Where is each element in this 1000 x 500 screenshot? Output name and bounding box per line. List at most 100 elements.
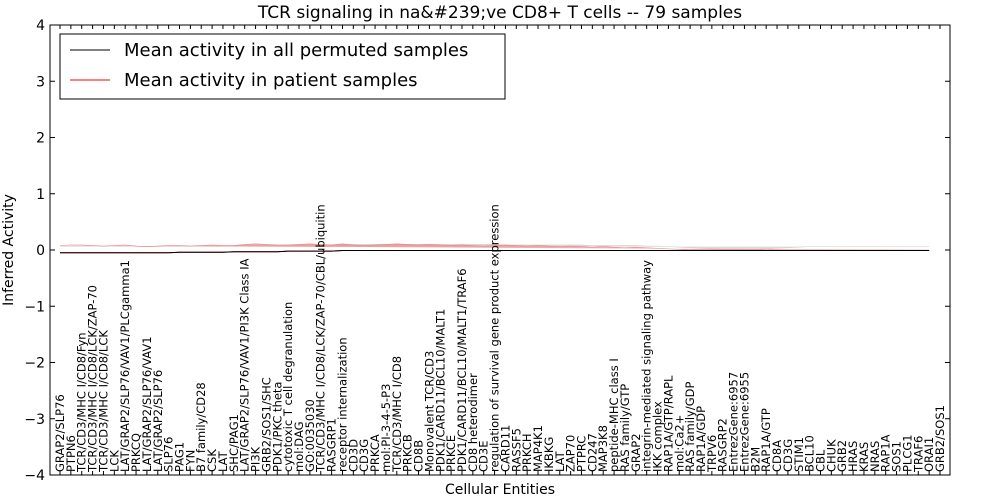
y-tick-label: −2 xyxy=(24,356,45,372)
entity-label: PRKCH xyxy=(520,433,534,472)
entity-label: PAG1 xyxy=(173,442,187,472)
chart-title: TCR signaling in na&#239;ve CD8+ T cells… xyxy=(257,3,742,23)
entity-label: CARD11 xyxy=(498,425,512,472)
entity-label: TCR/CD3/MHC I/CD8/LCK xyxy=(96,330,110,473)
entity-label: TCR/CD3/MHC I/CD8/LCK/ZAP-70 xyxy=(86,285,100,473)
entity-label: TCR/CD3/MHC I/CD8/Fyn xyxy=(75,332,89,473)
entity-label: cytotoxic T cell degranulation xyxy=(281,302,295,472)
band-patient xyxy=(59,243,930,251)
entity-label: RASSF5 xyxy=(509,428,523,472)
plot-frame xyxy=(49,24,951,476)
entity-label: PLCG1 xyxy=(900,434,914,472)
y-axis-ticks: −4 −3 −2 −1 0 1 2 3 4 xyxy=(24,18,950,484)
entity-label: integrin-mediated signaling pathway xyxy=(640,260,654,472)
entity-label: CSK xyxy=(205,449,219,472)
entity-label: PDK1/PKC theta xyxy=(270,382,284,472)
entity-label: regulation of survival gene product expr… xyxy=(488,204,502,472)
entity-label: ORAI1 xyxy=(922,437,936,472)
entity-label: RAP1A/GDP xyxy=(694,406,708,472)
legend-box xyxy=(59,33,506,100)
entity-label: ZAP70 xyxy=(564,435,578,472)
entity-label: LAT xyxy=(216,450,230,472)
y-tick-label: 0 xyxy=(36,243,45,259)
entity-label: CD3E xyxy=(477,441,491,472)
entity-label: GRAP2/SLP76 xyxy=(53,394,67,472)
entity-label: TRAF6 xyxy=(911,436,925,473)
entity-label: B7 family/CD28 xyxy=(194,382,208,472)
entity-label: RAS family/GTP xyxy=(618,384,632,472)
entity-label: CHUK xyxy=(824,439,838,472)
entity-label: GRB2 xyxy=(835,440,849,472)
entity-label: CBL xyxy=(813,449,827,472)
legend-label-patient: Mean activity in patient samples xyxy=(124,70,418,91)
y-tick-label: −1 xyxy=(24,299,45,315)
entity-label: receptor internalization xyxy=(335,337,349,472)
y-tick-label: −3 xyxy=(24,412,45,428)
entity-label: HRAS xyxy=(846,441,860,472)
entity-label: MAP4K1 xyxy=(531,425,545,472)
entity-label: BCL10 xyxy=(803,435,817,472)
entity-label: CD3D xyxy=(346,439,360,472)
entity-label: mol:DAG xyxy=(292,421,306,472)
entity-label: GRB2/SOS1 xyxy=(933,405,947,472)
series-lines xyxy=(60,250,930,254)
entity-label: CD3G xyxy=(357,439,371,472)
entity-label: B2M xyxy=(748,447,762,472)
entity-label: KRAS xyxy=(857,442,871,472)
entity-label: IKBKG xyxy=(542,437,556,472)
entity-label: CD247 xyxy=(585,433,599,472)
series-line-permuted xyxy=(60,250,930,254)
entity-label: Monovalent TCR/CD3 xyxy=(422,351,436,472)
entity-label: PI3K xyxy=(249,446,263,472)
entity-label: mol:Ca2+ xyxy=(672,415,686,472)
entity-label: peptide-MHC class I xyxy=(607,358,621,472)
y-tick-label: −4 xyxy=(24,468,45,484)
entity-label: RAP1A/GTP/RAPL xyxy=(661,375,675,472)
entity-label: IKK complex xyxy=(651,401,665,472)
entity-label: RASGRP1 xyxy=(325,418,339,472)
entity-label: PDK1/CARD11/BCL10/MALT1 xyxy=(433,309,447,472)
entity-label: GO:0035030 xyxy=(303,399,317,472)
entity-label: RAS family/GDP xyxy=(683,382,697,472)
entity-label: CD8A xyxy=(770,440,784,472)
y-tick-label: 3 xyxy=(36,74,45,90)
entity-label: SLP76 xyxy=(162,437,176,472)
x-axis-ticks xyxy=(59,25,941,475)
entity-label: PRKCE xyxy=(444,435,458,472)
entity-label: RAP1A xyxy=(879,434,893,472)
entity-label: LCK xyxy=(107,450,121,472)
entity-label: MAP3K8 xyxy=(596,425,610,472)
entity-label: NRAS xyxy=(868,441,882,472)
entity-label: TRPV6 xyxy=(705,435,719,473)
entity-label: LAT/GRAP2/SLP76 xyxy=(151,370,165,472)
entity-label: CD8B xyxy=(412,440,426,472)
y-axis-label: Inferred Activity xyxy=(1,194,17,306)
x-axis-label: Cellular Entities xyxy=(445,482,555,498)
entity-label: LAT/GRAP2/SLP76/VAV1 xyxy=(140,336,154,472)
entity-label: TCR/CD3/MHC I/CD8/LCK/ZAP-70/CBL/ubiquit… xyxy=(314,204,328,473)
entity-label: GRAP2 xyxy=(629,433,643,472)
entity-label: EntrezGene:6955 xyxy=(737,372,751,472)
entity-label: SOS1 xyxy=(890,441,904,472)
entity-label: EntrezGene:6957 xyxy=(727,372,741,472)
entity-label: PRKCQ xyxy=(129,433,143,472)
entity-label: CD3G xyxy=(781,439,795,472)
entity-label: PDK1/CARD11/BCL10/MALT1/TRAF6 xyxy=(455,268,469,472)
entity-label: RAP1A/GTP xyxy=(759,408,773,472)
entity-label: GRB2/SOS1/SHC xyxy=(259,377,273,472)
entity-label: TCR/CD3/MHC I/CD8 xyxy=(390,356,404,473)
entity-label: PTPN6 xyxy=(64,435,78,472)
y-tick-label: 4 xyxy=(36,18,45,34)
entity-label: FYN xyxy=(183,450,197,472)
confidence-bands xyxy=(59,243,930,251)
entity-label: mol:PI-3-4-5-P3 xyxy=(379,384,393,472)
entity-label: RASGRP2 xyxy=(716,418,730,472)
entity-label: LAT/GRAP2/SLP76/VAV1/PI3K Class IA xyxy=(238,258,252,472)
entity-label: PTPRC xyxy=(574,436,588,472)
entity-label: CD8 heterodimer xyxy=(466,373,480,472)
entity-label: LAT/GRAP2/SLP76/VAV1/PLCgamma1 xyxy=(118,260,132,472)
entity-label: PRKCB xyxy=(401,434,415,472)
y-tick-label: 2 xyxy=(36,131,45,147)
